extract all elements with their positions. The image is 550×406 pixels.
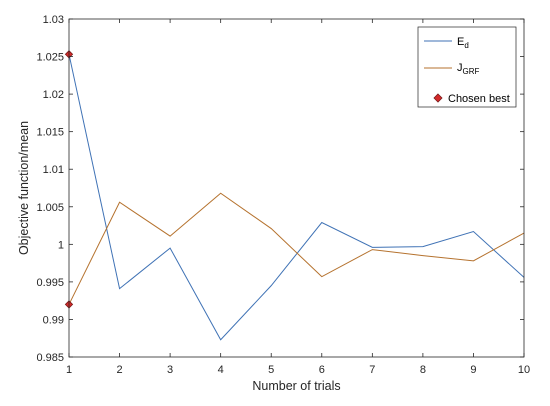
series-line-2 [68, 192, 525, 305]
legend-swatch-chosen-best [433, 93, 443, 103]
x-tick-label: 3 [167, 364, 173, 376]
y-tick-label: 1.025 [36, 52, 64, 64]
x-tick-label: 6 [319, 364, 325, 376]
y-tick-label: 1.02 [43, 89, 64, 101]
x-tick-label: 8 [420, 364, 426, 376]
legend-box [417, 26, 517, 108]
legend-label-chosen-best: Chosen best [448, 93, 510, 105]
x-axis-label: Number of trials [252, 379, 340, 393]
x-tick-label: 10 [518, 364, 530, 376]
y-axis-label: Objective function/mean [17, 121, 31, 255]
legend-label-series-1: Ed [457, 36, 469, 50]
y-tick-label: 1.005 [36, 202, 64, 214]
x-tick-label: 9 [470, 364, 476, 376]
x-tick-label: 5 [268, 364, 274, 376]
series-line-1 [68, 54, 525, 341]
legend-label-series-2: JGRF [457, 62, 480, 76]
x-tick-label: 2 [116, 364, 122, 376]
y-tick-label: 1.015 [36, 127, 64, 139]
axes-box [68, 18, 525, 358]
y-tick-label: 1.01 [43, 164, 64, 176]
legend: Ed JGRF Chosen best [417, 26, 517, 108]
x-tick-label: 4 [218, 364, 224, 376]
x-tick-label: 1 [66, 364, 72, 376]
y-tick-label: 1.03 [43, 14, 64, 26]
x-tick-label: 7 [369, 364, 375, 376]
y-tick-label: 0.985 [36, 352, 64, 364]
y-tick-label: 1 [58, 239, 64, 251]
y-tick-label: 0.99 [43, 314, 64, 326]
y-tick-label: 0.995 [36, 277, 64, 289]
